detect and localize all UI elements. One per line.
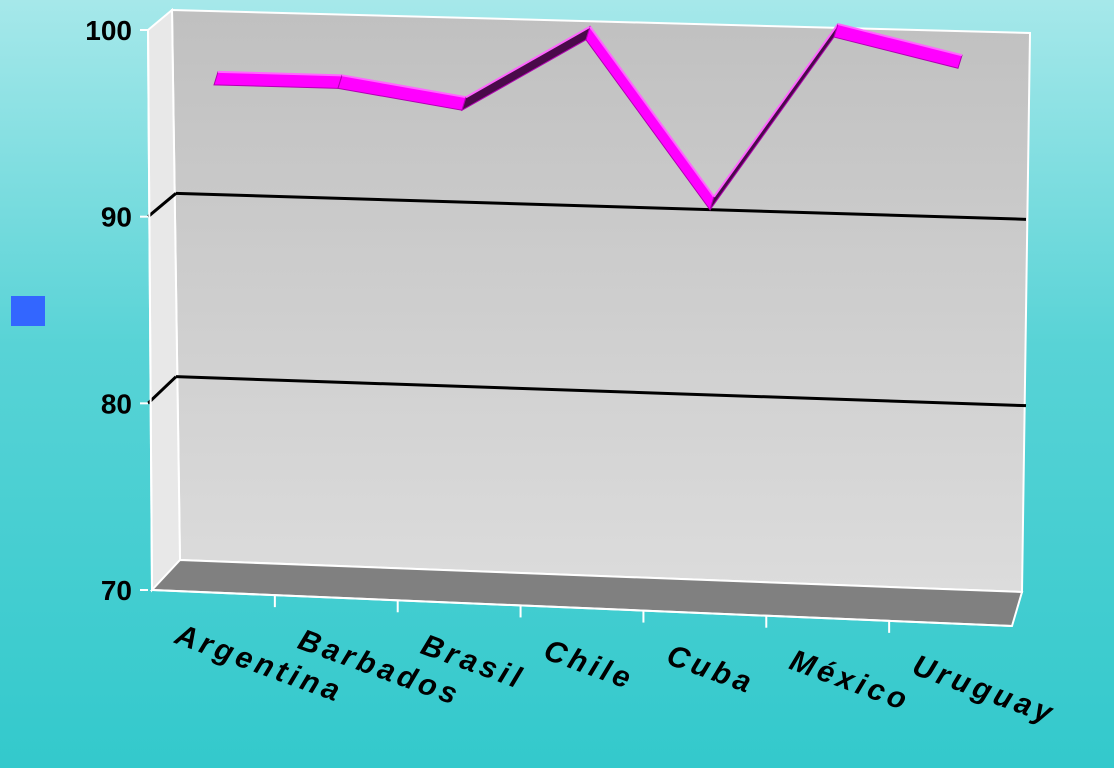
y-axis	[147, 29, 1013, 627]
series-segment-edge	[713, 23, 839, 198]
y-tick-label: 90	[101, 202, 132, 233]
gridline	[175, 191, 1027, 221]
chart-back-wall	[170, 8, 1032, 594]
series-segment-edge	[837, 23, 963, 57]
series-segment-edge	[341, 74, 467, 99]
category-label: Chile	[540, 634, 639, 697]
series-segment-edge	[465, 25, 591, 99]
gridlines	[146, 191, 1027, 408]
y-tick-label: 100	[85, 15, 132, 46]
series-segment-edge	[589, 26, 715, 198]
y-tick-label: 70	[101, 575, 132, 606]
gridline-side	[146, 375, 178, 405]
series-line	[213, 23, 963, 211]
category-label: Cuba	[662, 639, 759, 701]
x-ticks	[273, 595, 891, 633]
legend-swatch	[11, 296, 45, 326]
series-segment-edge	[217, 70, 343, 77]
y-ticks: 70 80 90 100	[85, 15, 148, 606]
category-label: México	[785, 644, 914, 718]
category-label: Uruguay	[908, 649, 1060, 731]
gridline	[175, 375, 1027, 408]
gridline-side	[147, 192, 177, 218]
y-tick-label: 80	[101, 388, 132, 419]
